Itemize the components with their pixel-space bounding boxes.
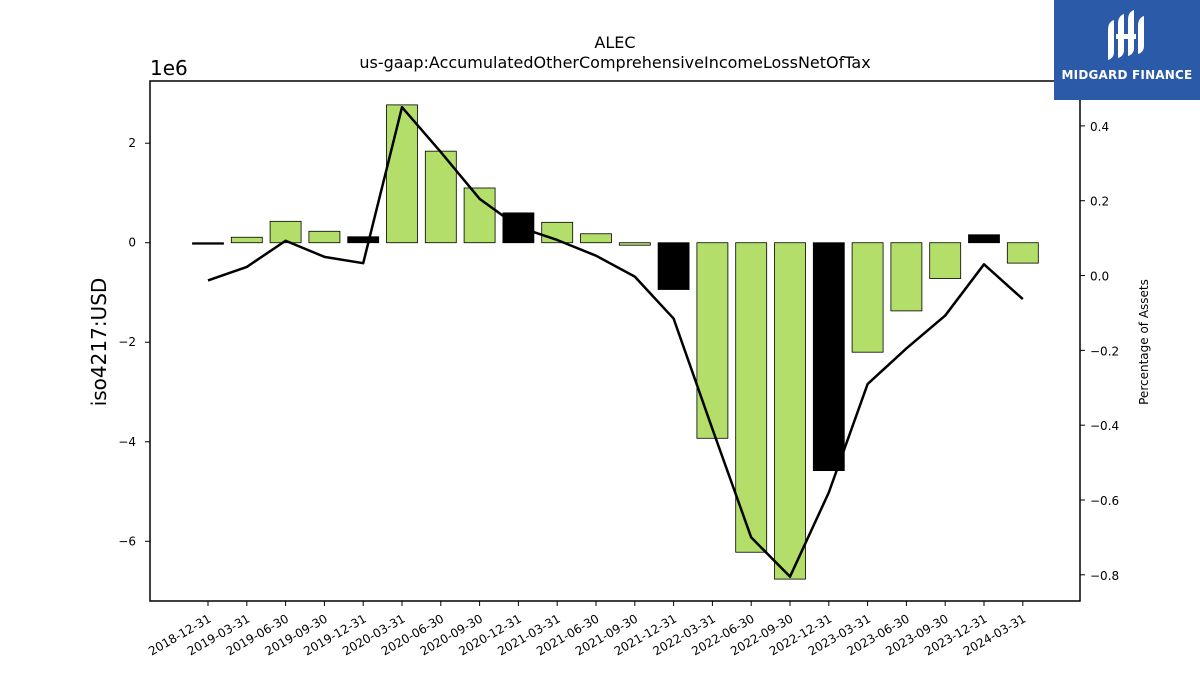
bar-2019-03-31: [230, 236, 263, 244]
y2-axis-label: Percentage of Assets: [1137, 279, 1151, 405]
bar-2018-12-31: [192, 242, 224, 245]
y-axis-label: iso4217:USD: [87, 278, 111, 407]
y2-tick-label: −0.2: [1090, 344, 1119, 358]
y-tick-label: −6: [118, 534, 136, 548]
bar-2019-12-31: [347, 236, 380, 244]
brand-name: MIDGARD FINANCE: [1061, 68, 1193, 82]
bar-2022-03-31: [696, 242, 729, 439]
plot-frame: [149, 80, 1081, 602]
bar-2023-09-30: [929, 242, 962, 279]
y-axis-ticks: −6 −4 −2 0 2: [118, 136, 150, 548]
bar-2023-12-31: [968, 234, 1000, 244]
y-axis-offset-label: 1e6: [150, 56, 188, 80]
bar-2020-03-31: [386, 104, 418, 244]
bar-2021-12-31: [657, 242, 690, 290]
bar-series: [192, 104, 1039, 580]
midgard-logo-icon: [1108, 10, 1144, 60]
chart-title: ALEC: [594, 33, 635, 52]
y-tick-label: 0: [128, 236, 136, 250]
bar-2020-09-30: [463, 187, 496, 244]
y-tick-label: −4: [118, 435, 136, 449]
chart-subtitle: us-gaap:AccumulatedOtherComprehensiveInc…: [359, 53, 870, 72]
bar-2019-09-30: [308, 230, 341, 244]
bar-2022-12-31: [812, 242, 845, 472]
bar-2024-03-31: [1006, 242, 1039, 264]
y-tick-label: 2: [128, 136, 136, 150]
y2-tick-label: −0.8: [1090, 569, 1119, 583]
bar-2019-06-30: [269, 220, 302, 244]
bar-2021-06-30: [580, 233, 612, 244]
bar-2022-09-30: [774, 242, 806, 580]
y2-tick-label: 0.0: [1090, 270, 1109, 284]
bar-2021-09-30: [618, 242, 651, 246]
y2-tick-label: −0.6: [1090, 494, 1119, 508]
bar-2023-03-31: [851, 242, 884, 353]
bar-2022-06-30: [735, 242, 768, 553]
percentage-of-assets-line: [207, 105, 1024, 578]
y2-tick-label: −0.4: [1090, 419, 1119, 433]
x-axis-ticks: 2018-12-312019-03-312019-06-302019-09-30…: [146, 601, 1028, 658]
line-series: [207, 105, 1024, 578]
y2-tick-label: 0.4: [1090, 120, 1109, 134]
y2-tick-label: 0.2: [1090, 195, 1109, 209]
brand-logo: MIDGARD FINANCE: [1054, 0, 1200, 100]
y-tick-label: −2: [118, 335, 136, 349]
bar-2023-06-30: [890, 242, 923, 312]
y2-axis-ticks: −0.8 −0.6 −0.4 −0.2 0.0 0.2 0.4: [1080, 120, 1119, 583]
